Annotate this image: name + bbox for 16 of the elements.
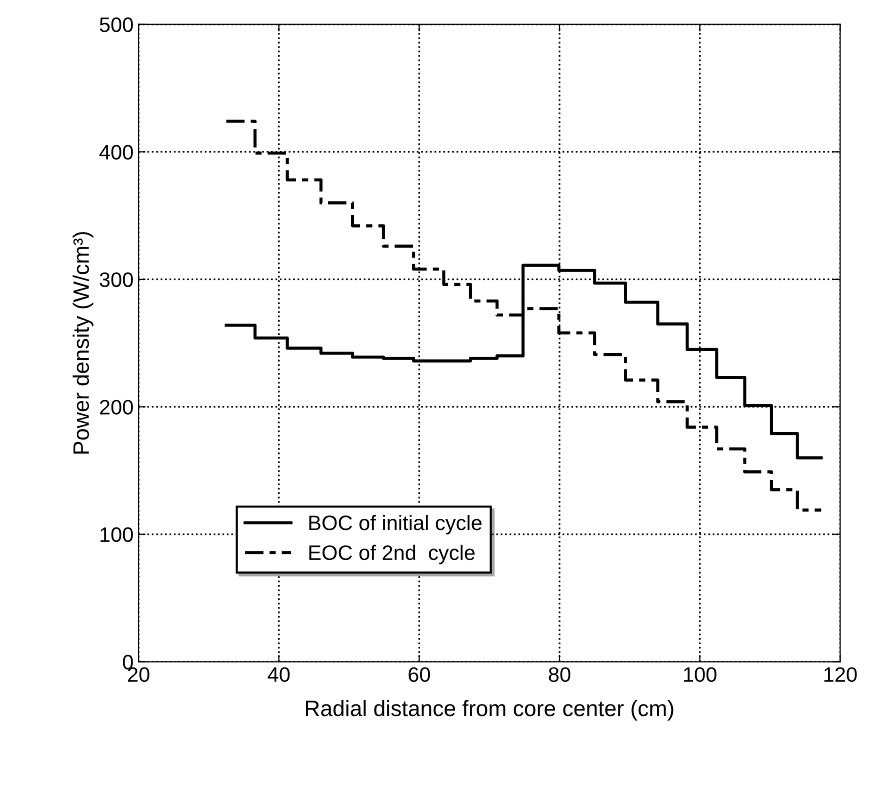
y-tick-label: 300 <box>100 272 133 288</box>
x-tick-label: 120 <box>824 667 857 682</box>
x-tick-label: 80 <box>548 667 570 682</box>
x-tick-label: 20 <box>128 667 150 682</box>
x-tick-label: 40 <box>268 667 290 682</box>
y-tick-label: 0 <box>122 654 133 670</box>
x-tick-label: 60 <box>408 667 430 682</box>
y-axis-title: Power density (W/cm³) <box>72 232 94 454</box>
legend-label: EOC of 2nd cycle <box>309 544 475 564</box>
x-axis-title: Radial distance from core center (cm) <box>306 700 674 721</box>
y-tick-label: 100 <box>100 527 133 542</box>
y-tick-label: 400 <box>99 144 133 160</box>
x-tick-label: 100 <box>684 667 716 682</box>
y-tick-label: 200 <box>100 400 133 415</box>
legend-label: BOC of initial cycle <box>309 514 482 534</box>
y-tick-label: 500 <box>100 17 133 32</box>
